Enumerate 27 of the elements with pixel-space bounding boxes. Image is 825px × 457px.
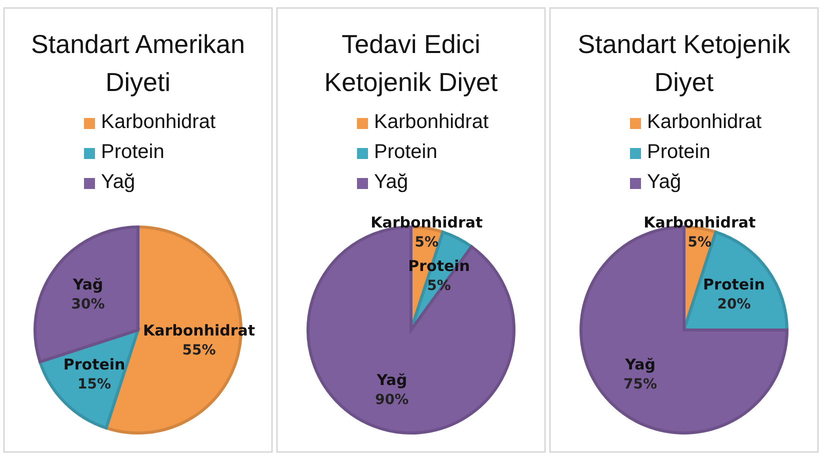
data-label: 5%	[414, 234, 439, 250]
slice-label: Yağ	[72, 276, 104, 294]
legend-label: Yağ	[374, 171, 408, 193]
chart-title: Standart Ketojenik Diyet	[578, 29, 792, 97]
slice-label: Protein	[703, 276, 765, 294]
data-label: 55%	[182, 342, 216, 359]
data-label: 75%	[624, 376, 658, 393]
legend-label: Yağ	[647, 171, 682, 193]
slice-label: Karbonhidrat	[644, 213, 756, 232]
legend-label: Protein	[101, 141, 164, 163]
legend-label: Karbonhidrat	[647, 111, 762, 133]
slice-label: Protein	[63, 356, 126, 374]
slice-label: Yağ	[624, 356, 656, 374]
legend-label: Karbonhidrat	[101, 111, 216, 133]
data-label: 90%	[375, 392, 409, 408]
slice-label: Karbonhidrat	[370, 213, 483, 232]
legend-label: Protein	[374, 141, 438, 163]
data-label: 30%	[71, 296, 105, 313]
data-label: 20%	[717, 296, 751, 313]
legend-label: Karbonhidrat	[374, 111, 489, 133]
chart-title: Standart Amerikan Diyeti	[31, 29, 245, 97]
data-label: 15%	[78, 376, 112, 393]
legend-label: Protein	[647, 141, 710, 163]
chart-title: Tedavi Edici Ketojenik Diyet	[324, 29, 498, 97]
data-label: 5%	[688, 234, 712, 250]
legend-label: Yağ	[101, 171, 136, 193]
slice-label: Yağ	[376, 370, 408, 389]
